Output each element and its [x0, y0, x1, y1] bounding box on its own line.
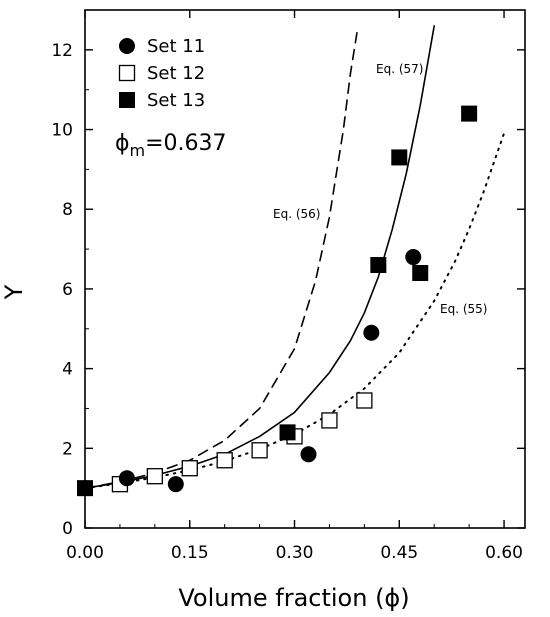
- data-point: [356, 392, 373, 409]
- x-tick-label: 0.45: [380, 543, 418, 563]
- y-tick-label: 0: [62, 519, 73, 539]
- data-point: [300, 446, 317, 463]
- phi-symbol: ϕ: [115, 131, 130, 156]
- legend-marker: [118, 64, 136, 82]
- data-point: [461, 105, 478, 122]
- phi-subscript: m: [130, 141, 146, 160]
- data-point: [370, 257, 387, 274]
- legend-marker: [119, 38, 135, 54]
- data-point: [405, 249, 422, 266]
- y-tick-label: 2: [62, 439, 73, 459]
- y-tick-label: 8: [62, 200, 73, 220]
- data-point: [363, 324, 380, 341]
- data-point: [77, 480, 93, 497]
- curve-label: Eq. (57): [376, 62, 423, 76]
- y-tick-label: 12: [51, 41, 73, 61]
- plot-frame: [84, 9, 526, 529]
- legend-label: Set 11: [147, 36, 205, 57]
- data-point: [391, 149, 408, 166]
- x-tick-label: 0.00: [66, 543, 104, 563]
- curve-dashed: [84, 29, 359, 490]
- data-points: [77, 105, 478, 497]
- data-point: [216, 452, 233, 469]
- y-tick-label: 6: [62, 280, 73, 300]
- curve-solid: [84, 25, 436, 490]
- data-point: [118, 470, 135, 487]
- phi-value: =0.637: [145, 131, 226, 156]
- x-tick-label: 0.15: [171, 543, 209, 563]
- data-point: [321, 412, 338, 429]
- legend-label: Set 12: [147, 63, 205, 84]
- y-tick-label: 4: [62, 360, 73, 380]
- data-point: [251, 442, 268, 459]
- axes: 0.00 0.15 0.30 0.45 0.60 0 2 4 6 8 10 12: [51, 9, 526, 563]
- data-point: [279, 424, 296, 441]
- data-point: [181, 460, 198, 477]
- x-axis-label: Volume fraction (ϕ): [178, 584, 409, 612]
- x-tick-label: 0.60: [485, 543, 523, 563]
- curve-label: Eq. (55): [440, 302, 487, 316]
- legend: Set 11 Set 12 Set 13: [118, 36, 205, 111]
- y-axis-label: Y: [0, 284, 28, 300]
- x-tick-label: 0.30: [276, 543, 314, 563]
- phi-m-annotation: ϕm=0.637: [115, 131, 227, 160]
- curve-label: Eq. (56): [273, 207, 320, 221]
- legend-marker: [119, 92, 135, 108]
- data-point: [167, 476, 184, 493]
- legend-label: Set 13: [147, 90, 205, 111]
- data-point: [412, 264, 429, 281]
- curve-annotations: Eq. (56) Eq. (57) Eq. (55): [273, 62, 487, 316]
- y-tick-label: 10: [51, 121, 73, 141]
- data-point: [146, 468, 163, 485]
